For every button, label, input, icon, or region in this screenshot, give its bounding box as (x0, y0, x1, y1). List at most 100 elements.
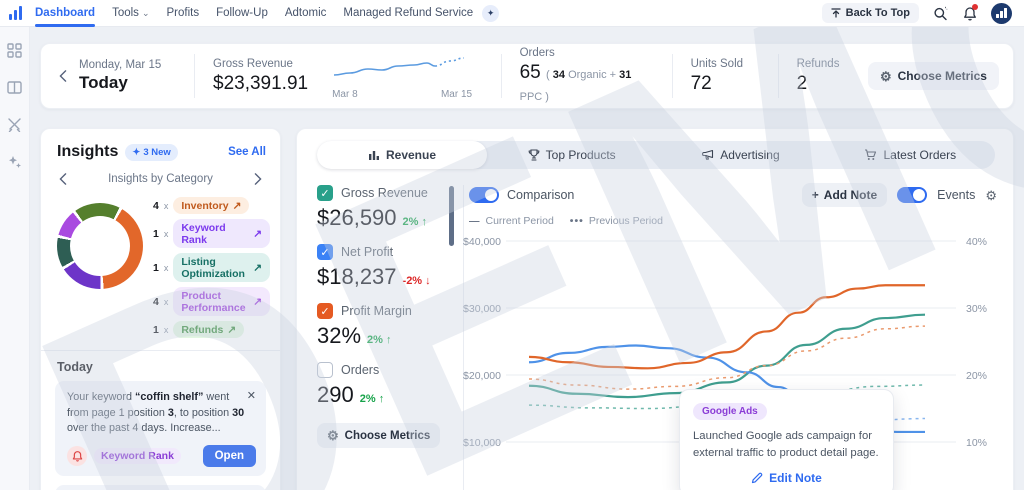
events-toggle[interactable] (897, 187, 928, 203)
today-section-title: Today (57, 360, 93, 374)
legend-previous-period: ••• Previous Period (569, 215, 663, 227)
metric-scrollbar[interactable] (449, 186, 454, 246)
refunds-value: 2 (796, 72, 808, 94)
carousel-prev-icon[interactable] (57, 173, 69, 185)
cart-icon (865, 149, 877, 160)
units-sold-label: Units Sold (690, 57, 744, 70)
orders-label: Orders (519, 46, 555, 59)
tab-revenue[interactable]: Revenue (317, 141, 487, 169)
nav-tools[interactable]: Tools ⌄ (112, 7, 150, 19)
ai-sparkles-icon[interactable] (7, 154, 22, 169)
nav-adtomic[interactable]: Adtomic (284, 7, 327, 19)
nav-follow-up[interactable]: Follow-Up (216, 7, 268, 19)
net-profit-checkbox[interactable]: ✓ (317, 244, 333, 260)
see-all-link[interactable]: See All (228, 146, 266, 158)
divider (671, 54, 673, 98)
tab-advertising[interactable]: Advertising (656, 141, 825, 169)
crossed-swords-icon[interactable] (7, 117, 22, 132)
arrow-up-icon (830, 8, 841, 18)
prev-day-chevron-icon[interactable] (57, 70, 69, 82)
category-row-inventory[interactable]: 4 x Inventory ↗ (153, 197, 270, 214)
units-sold-value: 72 (690, 72, 712, 94)
insight-card-keyword[interactable]: ✕ Your keyword “coffin shelf” went from … (55, 381, 266, 476)
nav-dashboard[interactable]: Dashboard (35, 7, 96, 27)
plus-icon: + (811, 188, 819, 202)
back-to-top-button[interactable]: Back To Top (821, 3, 919, 23)
notifications-bell-icon[interactable] (961, 4, 979, 22)
divider (500, 54, 502, 98)
date-title: Today (79, 73, 128, 92)
top-metrics-bar: Monday, Mar 15 Today Gross Revenue $23,3… (40, 43, 1014, 109)
comparison-label: Comparison (507, 188, 575, 202)
trend-up-icon: ↑ (421, 216, 428, 228)
insight-card-inventory[interactable]: ✕ Transfer inventory now to avoid runnin… (55, 484, 266, 490)
window-panel-icon[interactable] (7, 80, 22, 95)
insights-title: Insights (57, 143, 119, 160)
legend-current-period: — Current Period (469, 215, 554, 227)
external-link-icon: ↗ (253, 295, 262, 308)
y-left-tick: $40,000 (463, 236, 501, 248)
google-ads-note-popup[interactable]: Google Ads Launched Google ads campaign … (679, 389, 894, 490)
carousel-next-icon[interactable] (252, 173, 264, 185)
metric-gross-revenue: ✓ Gross Revenue $26,590 2% ↑ (317, 185, 428, 230)
gross-revenue-sparkline: Mar 8 Mar 15 (326, 53, 490, 100)
tab-latest-orders[interactable]: Latest Orders (826, 141, 995, 169)
series-gross-revenue-current- (528, 313, 926, 399)
chart-header: Comparison + Add Note Events ⚙ — Current P… (469, 183, 997, 227)
metric-profit-margin: ✓ Profit Margin 32% 2% ↑ (317, 303, 412, 348)
choose-metrics-button[interactable]: ⚙ Choose Metrics (867, 62, 999, 90)
category-row-listing-optimization[interactable]: 1 x Listing Optimization ↗ (153, 253, 270, 282)
nav-managed-refund-service[interactable]: Managed Refund Service (343, 7, 474, 19)
edit-note-button[interactable]: Edit Note (693, 471, 880, 485)
close-icon[interactable]: ✕ (246, 390, 256, 402)
orders-checkbox[interactable] (317, 362, 333, 378)
date-label: Monday, Mar 15 (79, 59, 162, 71)
comparison-toggle[interactable] (469, 187, 499, 203)
insights-panel: Insights ✦ 3 New See All Insights by Cate… (40, 128, 281, 490)
category-row-product-performance[interactable]: 4 x Product Performance ↗ (153, 287, 270, 316)
note-text: Launched Google ads campaign for externa… (693, 430, 879, 459)
external-link-icon: ↗ (253, 261, 262, 274)
insight-card-text: Your keyword “coffin shelf” went from pa… (67, 391, 245, 435)
notification-dot (972, 4, 978, 10)
top-nav: Dashboard Tools ⌄ Profits Follow-Up Adtom… (0, 0, 1024, 27)
y-right-tick: 30% (966, 303, 987, 315)
insights-donut-chart (57, 203, 143, 289)
choose-metrics-button[interactable]: ⚙ Choose Metrics (317, 423, 441, 448)
metric-orders: Orders 290 2% ↑ (317, 362, 385, 407)
open-button[interactable]: Open (202, 444, 256, 467)
pencil-icon (752, 472, 763, 483)
trophy-icon (528, 149, 540, 161)
external-link-icon: ↗ (227, 323, 237, 336)
trend-up-icon: ↑ (386, 334, 392, 346)
chevron-down-icon: ⌄ (141, 7, 150, 18)
series-profit-margin-previous- (528, 325, 926, 390)
divider (777, 54, 779, 98)
megaphone-icon (702, 149, 714, 160)
tab-top-products[interactable]: Top Products (487, 141, 656, 169)
account-avatar[interactable] (991, 2, 1012, 24)
nav-profits[interactable]: Profits (166, 7, 200, 19)
main-panel: Revenue Top Products Advertising Latest … (296, 128, 1014, 490)
sparkle-icon: ✦ (132, 146, 141, 158)
grid-apps-icon[interactable] (7, 43, 22, 58)
y-left-tick: $10,000 (463, 437, 501, 449)
trend-down-icon: ↓ (425, 275, 431, 287)
y-left-tick: $20,000 (463, 370, 501, 382)
dashed-line-icon: ••• (569, 215, 584, 227)
note-tag: Google Ads (693, 403, 767, 420)
add-note-button[interactable]: + Add Note (801, 183, 888, 207)
orders-breakdown: ( 34 Organic + 31 PPC ) (519, 68, 632, 103)
external-link-icon: ↗ (253, 227, 262, 240)
gear-icon: ⚙ (879, 68, 892, 84)
chart-settings-gear-icon[interactable]: ⚙ (985, 187, 997, 203)
category-row-keyword-rank[interactable]: 1 x Keyword Rank ↗ (153, 219, 270, 248)
events-label: Events (937, 188, 976, 202)
category-row-refunds[interactable]: 1 x Refunds ↗ (153, 321, 270, 338)
sparkle-badge-icon[interactable]: ✦ (482, 4, 500, 22)
search-icon[interactable] (931, 4, 949, 22)
gross-revenue-checkbox[interactable]: ✓ (317, 185, 333, 201)
app-logo-icon[interactable] (9, 6, 25, 20)
divider (41, 350, 280, 351)
profit-margin-checkbox[interactable]: ✓ (317, 303, 333, 319)
